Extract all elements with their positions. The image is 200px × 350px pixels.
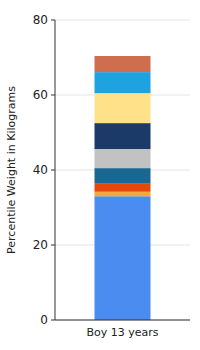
grid-line bbox=[55, 320, 190, 321]
grid-line bbox=[55, 20, 190, 21]
bar-segment bbox=[95, 93, 151, 123]
y-axis-label: Percentile Weight in Kilograms bbox=[5, 86, 18, 254]
bar-segment bbox=[95, 196, 151, 320]
tick-label: 20 bbox=[33, 238, 48, 252]
bar-segment bbox=[95, 192, 151, 197]
tick-label: 40 bbox=[33, 163, 48, 177]
bar-segment bbox=[95, 123, 151, 149]
tick-label: 80 bbox=[33, 13, 48, 27]
chart: 0 20 40 60 80 Boy 13 years Percentile Weight i… bbox=[0, 0, 200, 350]
chart-root: 0 20 40 60 80 Boy 13 years Percentile Weight i… bbox=[0, 0, 200, 350]
y-axis bbox=[55, 20, 56, 320]
bar-segment bbox=[95, 149, 151, 168]
x-axis bbox=[55, 320, 190, 321]
tick-mark bbox=[51, 20, 55, 21]
bar-segment bbox=[95, 72, 151, 93]
bar-segment bbox=[95, 56, 151, 72]
tick-mark bbox=[51, 320, 55, 321]
tick-label: 60 bbox=[33, 88, 48, 102]
category-label: Boy 13 years bbox=[86, 326, 158, 339]
bar-segment bbox=[95, 168, 151, 183]
tick-mark bbox=[51, 170, 55, 171]
bars bbox=[95, 56, 151, 320]
tick-mark bbox=[51, 95, 55, 96]
tick-label: 0 bbox=[40, 313, 48, 327]
tick-mark bbox=[51, 245, 55, 246]
bar-segment bbox=[95, 183, 151, 192]
